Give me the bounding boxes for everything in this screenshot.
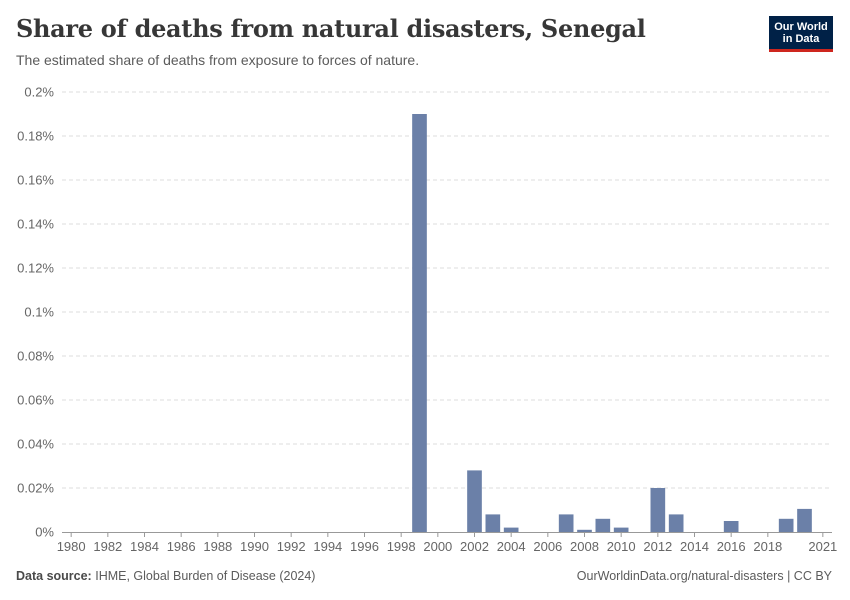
x-tick-label: 2012 [643,539,672,554]
x-tick-label: 2018 [753,539,782,554]
y-tick-label: 0.08% [17,349,54,364]
logo-line-2: in Data [782,33,820,45]
x-tick-label: 2010 [607,539,636,554]
x-tick-label: 1992 [277,539,306,554]
x-tick-label: 2021 [808,539,837,554]
y-tick-label: 0.16% [17,173,54,188]
y-tick-label: 0.2% [24,85,54,100]
x-tick-label: 1980 [57,539,86,554]
data-source-text[interactable]: IHME, Global Burden of Disease (2024) [95,569,316,583]
x-tick-label: 2006 [533,539,562,554]
y-axis-ticks: 0% 0.02% 0.04% 0.06% 0.08% 0.1% 0.12% 0.14% 0.16… [17,85,54,540]
x-tick-label: 2016 [717,539,746,554]
x-axis: 1980 1982 1984 1986 1988 1990 1992 1994 1996 1998… [57,532,837,554]
x-tick-label: 1986 [167,539,196,554]
bar-2012 [650,488,666,532]
x-tick-label: 1988 [203,539,232,554]
y-tick-label: 0.04% [17,437,54,452]
y-tick-label: 0.1% [24,305,54,320]
x-tick-label: 1990 [240,539,269,554]
data-source-label: Data source: [16,569,92,583]
bar-2016 [723,521,739,532]
owid-logo[interactable]: Our World in Data [769,16,833,52]
x-tick-label: 1998 [387,539,416,554]
x-tick-label: 2004 [497,539,526,554]
x-tick-label: 2014 [680,539,709,554]
x-tick-label: 1984 [130,539,159,554]
y-tick-label: 0.14% [17,217,54,232]
y-tick-label: 0.02% [17,481,54,496]
x-tick-label: 1982 [93,539,122,554]
data-source: Data source: IHME, Global Burden of Dise… [16,569,315,583]
y-tick-label: 0.06% [17,393,54,408]
x-tick-label: 1996 [350,539,379,554]
bar-2010 [613,527,629,532]
logo-line-1: Our World [774,21,828,33]
chart-title: Share of deaths from natural disasters, … [16,14,646,43]
y-tick-label: 0.12% [17,261,54,276]
footer-link[interactable]: OurWorldinData.org/natural-disasters | C… [576,569,832,583]
bar-2013 [668,514,684,532]
chart-subtitle: The estimated share of deaths from expos… [16,52,420,68]
bar-1999 [412,114,427,532]
y-tick-label: 0.18% [17,129,54,144]
gridlines [62,91,832,489]
x-tick-label: 2008 [570,539,599,554]
bar-2004 [503,527,519,532]
bar-2002 [467,470,482,532]
x-tick-label: 2002 [460,539,489,554]
x-tick-label: 1994 [313,539,342,554]
bars [412,114,812,532]
x-tick-label: 2000 [423,539,452,554]
bar-2020 [797,508,812,532]
bar-2003 [485,514,501,532]
bar-2007 [558,514,574,532]
bar-2009 [595,518,611,532]
y-tick-label: 0% [35,525,54,540]
bar-2019 [778,518,794,532]
bar-2008 [577,529,592,532]
